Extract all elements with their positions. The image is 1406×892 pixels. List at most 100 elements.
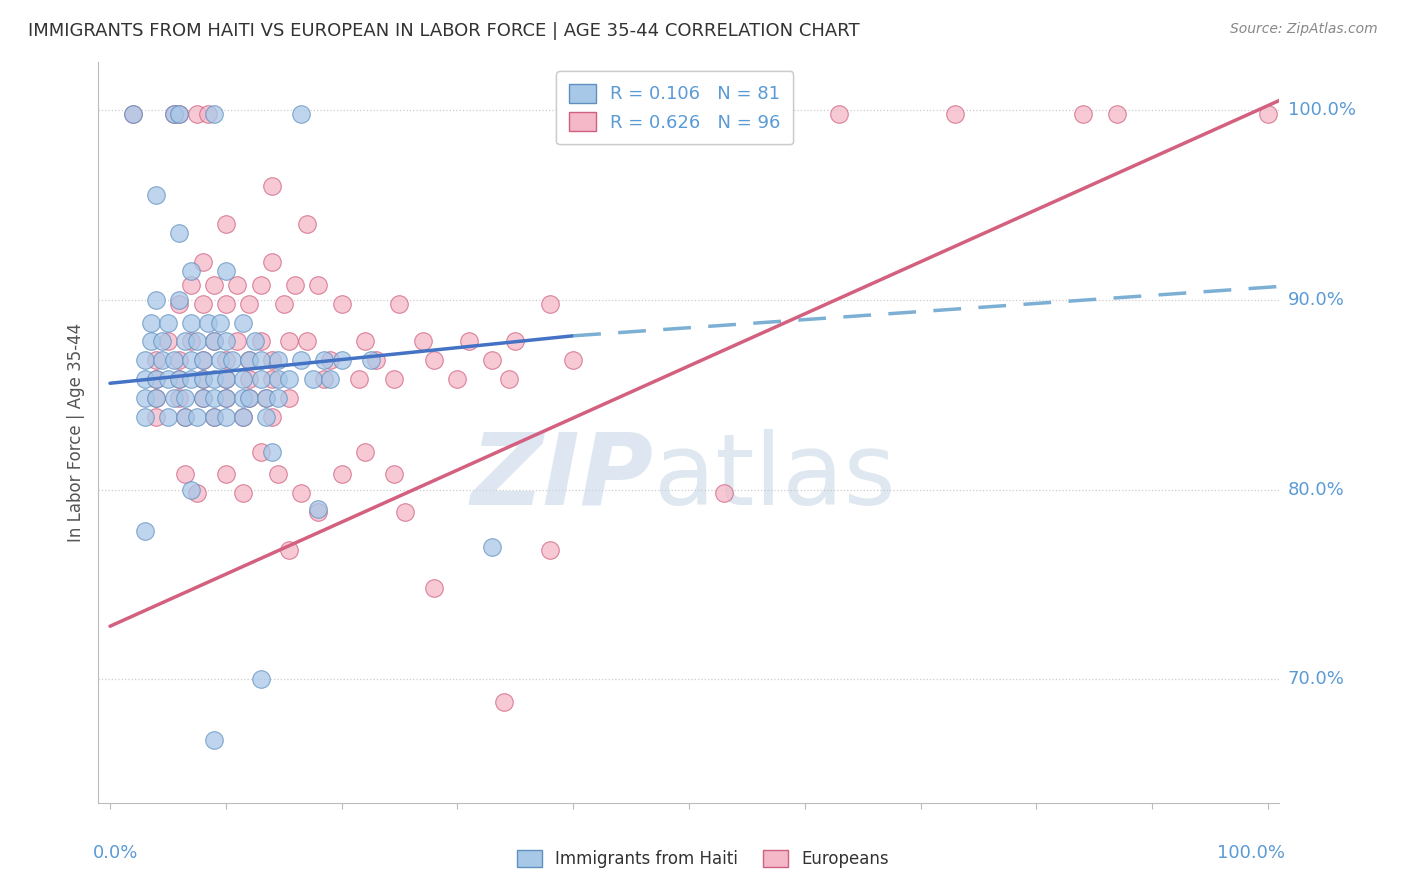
Point [423,582,446,596]
Point [186,410,208,425]
Point [243,334,266,349]
Point [163,106,186,120]
Point [295,217,318,231]
Point [388,296,411,310]
Point [202,733,225,747]
Text: 80.0%: 80.0% [1288,481,1344,499]
Point [215,296,238,310]
Point [145,353,167,368]
Point [267,467,290,482]
Point [295,334,318,349]
Point [232,486,254,500]
Point [262,178,284,193]
Point [366,353,388,368]
Point [1071,106,1094,120]
Point [163,353,186,368]
Point [215,334,238,349]
Point [828,106,851,120]
Point [267,353,290,368]
Point [278,392,301,406]
Point [249,353,271,368]
Point [145,392,167,406]
Point [382,372,405,386]
Point [122,106,145,120]
Point [134,353,156,368]
Point [249,334,271,349]
Point [174,467,197,482]
Point [232,372,254,386]
Point [713,486,735,500]
Point [412,334,434,349]
Point [458,334,481,349]
Point [191,353,214,368]
Point [197,316,219,330]
Point [156,410,179,425]
Point [191,392,214,406]
Point [169,106,191,120]
Point [267,392,290,406]
Point [134,524,156,539]
Point [186,334,208,349]
Point [249,444,271,458]
Point [202,106,225,120]
Point [191,392,214,406]
Point [314,353,336,368]
Point [215,217,238,231]
Point [174,392,197,406]
Point [273,296,295,310]
Text: IMMIGRANTS FROM HAITI VS EUROPEAN IN LABOR FORCE | AGE 35-44 CORRELATION CHART: IMMIGRANTS FROM HAITI VS EUROPEAN IN LAB… [28,22,859,40]
Point [134,372,156,386]
Point [319,353,342,368]
Point [360,353,382,368]
Point [254,392,277,406]
Point [232,410,254,425]
Point [232,316,254,330]
Point [330,353,353,368]
Point [538,543,561,558]
Point [156,334,179,349]
Point [208,353,231,368]
Point [145,372,167,386]
Point [319,372,342,386]
Point [191,372,214,386]
Point [278,543,301,558]
Point [145,188,167,202]
Point [238,372,260,386]
Point [174,410,197,425]
Point [202,277,225,292]
Point [290,106,312,120]
Point [226,334,249,349]
Point [180,264,202,278]
Point [169,296,191,310]
Point [254,392,277,406]
Point [202,334,225,349]
Point [278,334,301,349]
Point [290,353,312,368]
Point [238,353,260,368]
Point [156,316,179,330]
Point [202,392,225,406]
Point [498,372,520,386]
Point [180,334,202,349]
Point [353,444,375,458]
Text: 70.0%: 70.0% [1288,671,1344,689]
Point [202,334,225,349]
Point [307,277,329,292]
Point [169,227,191,241]
Point [382,467,405,482]
Point [156,372,179,386]
Point [208,316,231,330]
Point [191,353,214,368]
Point [180,316,202,330]
Point [186,106,208,120]
Point [330,296,353,310]
Point [284,277,307,292]
Point [254,410,277,425]
Point [232,392,254,406]
Point [262,254,284,268]
Text: 100.0%: 100.0% [1218,844,1285,862]
Point [180,483,202,497]
Point [180,353,202,368]
Point [191,296,214,310]
Point [202,410,225,425]
